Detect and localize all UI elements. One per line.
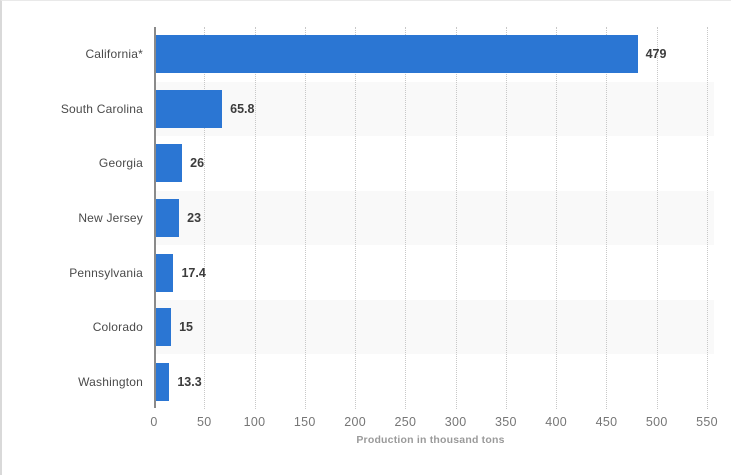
bar[interactable]	[156, 253, 174, 292]
bar-track: 13.3	[156, 354, 714, 409]
bar-track: 26	[156, 136, 714, 191]
x-axis-tick-label: 250	[394, 415, 417, 429]
gridline	[304, 27, 306, 409]
bar-track: 17.4	[156, 245, 714, 300]
x-axis-tick-label: 550	[696, 415, 718, 429]
x-axis-tick-label: 50	[197, 415, 212, 429]
bar[interactable]	[156, 144, 183, 183]
gridline	[505, 27, 507, 409]
x-axis-tick-label: 500	[645, 415, 668, 429]
bar-track: 23	[156, 191, 714, 246]
gridline	[405, 27, 407, 409]
bar[interactable]	[156, 35, 638, 74]
row-band	[154, 81, 714, 137]
chart-row: California* 479	[2, 27, 714, 82]
category-label: Georgia	[98, 156, 143, 171]
gridline	[656, 27, 658, 409]
category-label: South Carolina	[60, 101, 143, 116]
bar-track: 65.8	[156, 82, 714, 137]
chart-row: New Jersey 23	[2, 191, 714, 246]
category-label: New Jersey	[78, 211, 143, 226]
chart-row: Washington 13.3	[2, 354, 714, 409]
y-axis-line	[154, 27, 156, 408]
x-axis-tick-label: 100	[243, 415, 266, 429]
gridline	[455, 27, 457, 409]
row-band	[154, 190, 714, 246]
x-axis-tick-label: 350	[495, 415, 517, 429]
value-label: 479	[645, 47, 667, 62]
value-label: 23	[187, 211, 202, 226]
gridline	[204, 27, 206, 409]
value-label: 15	[179, 320, 193, 335]
x-axis-tick-label: 400	[545, 415, 568, 429]
chart-row: Pennsylvania 17.4	[2, 245, 714, 300]
x-axis-tick-label: 150	[293, 415, 316, 429]
x-axis-tick-label: 450	[595, 415, 618, 429]
chart-row: Georgia 26	[2, 136, 714, 191]
x-axis-tick-label: 200	[344, 415, 366, 429]
value-label: 13.3	[177, 374, 202, 389]
category-label: Pennsylvania	[69, 265, 143, 280]
bar[interactable]	[156, 199, 180, 238]
bar[interactable]	[156, 89, 223, 128]
value-label: 26	[190, 156, 205, 171]
value-label: 17.4	[181, 265, 206, 280]
x-axis-tick-label: 300	[444, 415, 467, 429]
chart-rows: California* 479 South Carolina 65.8 Georgia 2…	[2, 27, 714, 409]
bar[interactable]	[156, 308, 172, 347]
x-axis-ticks: 0 50 100 150 200 250 300 350 400 450 500 550	[150, 415, 717, 431]
category-label: Washington	[78, 374, 143, 389]
bar-track: 479	[156, 27, 714, 82]
gridline	[355, 27, 357, 409]
category-label: California*	[85, 47, 143, 62]
chart-row: Colorado 15	[2, 300, 714, 355]
gridline	[254, 27, 256, 409]
bar[interactable]	[156, 362, 170, 401]
chart-row: South Carolina 65.8	[2, 82, 714, 137]
gridline	[556, 27, 558, 409]
gridline	[606, 27, 608, 409]
category-label: Colorado	[92, 320, 143, 335]
x-axis-title: Production in thousand tons	[356, 434, 505, 446]
row-band	[154, 299, 714, 355]
gridline	[707, 27, 708, 409]
bar-track: 15	[156, 300, 714, 355]
plot-bands	[154, 27, 714, 409]
x-axis-tick-label: 0	[150, 415, 158, 429]
value-label: 65.8	[230, 101, 255, 116]
